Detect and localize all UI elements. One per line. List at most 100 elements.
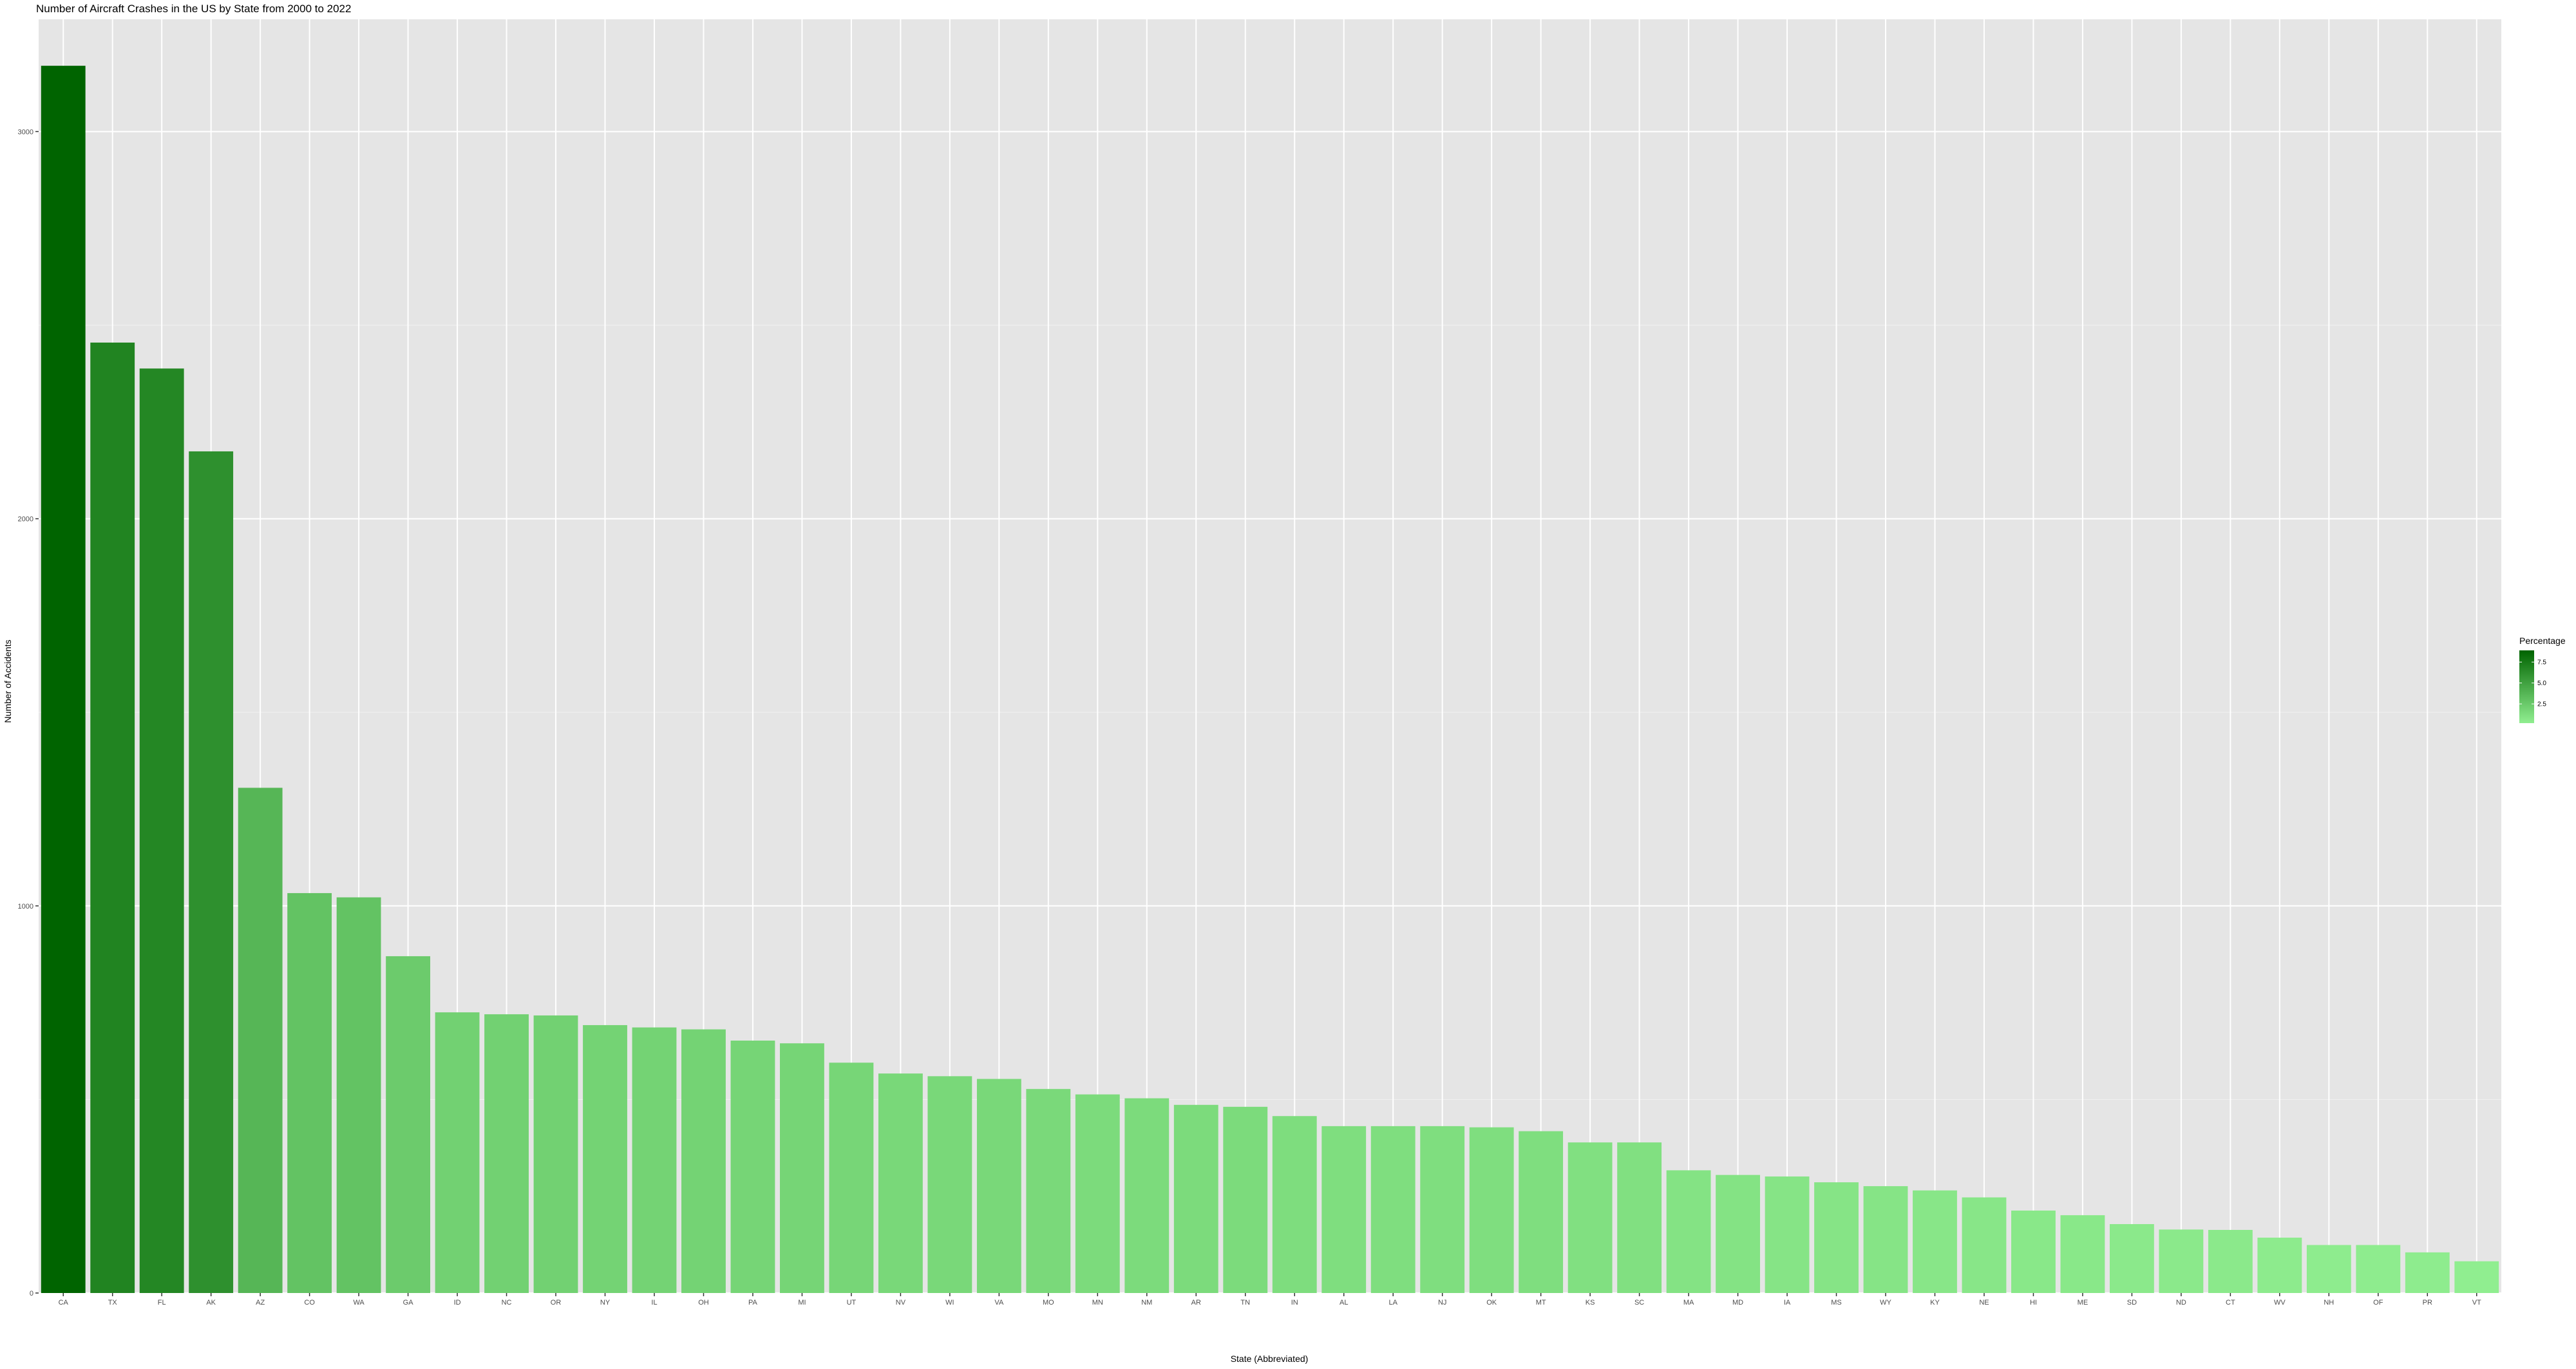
bar-al	[1321, 1126, 1367, 1293]
bar-nj	[1420, 1126, 1465, 1293]
x-tick-label-nc: NC	[502, 1299, 512, 1307]
y-tick-label: 0	[30, 1290, 33, 1298]
bar-va	[976, 1079, 1021, 1293]
bar-mt	[1519, 1131, 1564, 1293]
x-tick-label-wi: WI	[945, 1299, 954, 1307]
x-tick-label-ks: KS	[1586, 1299, 1595, 1307]
x-tick-label-of: OF	[2373, 1299, 2383, 1307]
x-tick-label-ok: OK	[1486, 1299, 1497, 1307]
bar-wv	[2257, 1238, 2302, 1293]
bar-ak	[189, 451, 234, 1294]
bar-tn	[1223, 1106, 1268, 1293]
bar-sd	[2109, 1223, 2154, 1293]
x-tick-label-mi: MI	[798, 1299, 806, 1307]
x-tick-label-nh: NH	[2324, 1299, 2334, 1307]
bar-il	[632, 1027, 677, 1293]
x-tick-label-ny: NY	[600, 1299, 611, 1307]
x-tick-label-ky: KY	[1930, 1299, 1940, 1307]
x-tick-label-ak: AK	[206, 1299, 216, 1307]
legend-title: Percentage	[2519, 636, 2566, 646]
bar-in	[1272, 1116, 1317, 1293]
bar-ga	[386, 956, 431, 1293]
bar-nh	[2306, 1245, 2351, 1293]
bar-mo	[1026, 1089, 1071, 1293]
bar-nv	[878, 1073, 923, 1293]
bar-oh	[681, 1029, 726, 1293]
x-tick-label-mo: MO	[1043, 1299, 1054, 1307]
x-tick-label-in: IN	[1291, 1299, 1298, 1307]
x-axis-title: State (Abbreviated)	[1231, 1354, 1309, 1364]
x-tick-label-ct: CT	[2226, 1299, 2235, 1307]
bar-nc	[484, 1014, 529, 1293]
y-tick-label: 2000	[18, 516, 33, 524]
bar-md	[1716, 1175, 1760, 1293]
x-tick-label-ma: MA	[1683, 1299, 1694, 1307]
x-tick-label-md: MD	[1732, 1299, 1743, 1307]
x-tick-label-tx: TX	[108, 1299, 118, 1307]
bar-ky	[1913, 1190, 1957, 1293]
x-tick-label-nm: NM	[1141, 1299, 1152, 1307]
bar-pa	[730, 1041, 775, 1293]
legend-colorbar	[2519, 650, 2534, 723]
x-tick-label-tn: TN	[1240, 1299, 1250, 1307]
bar-ca	[41, 66, 86, 1294]
bar-ct	[2208, 1230, 2253, 1293]
x-tick-label-nj: NJ	[1438, 1299, 1446, 1307]
x-tick-label-ia: IA	[1784, 1299, 1791, 1307]
x-tick-label-oh: OH	[698, 1299, 709, 1307]
bar-ms	[1814, 1182, 1859, 1293]
x-tick-label-al: AL	[1340, 1299, 1348, 1307]
bar-co	[287, 892, 332, 1293]
x-tick-label-ne: NE	[1979, 1299, 1989, 1307]
x-tick-label-nv: NV	[896, 1299, 906, 1307]
bar-nd	[2159, 1229, 2204, 1293]
bar-ks	[1567, 1142, 1613, 1293]
x-tick-label-wy: WY	[1880, 1299, 1891, 1307]
chart-title: Number of Aircraft Crashes in the US by …	[36, 3, 351, 15]
x-tick-label-fl: FL	[158, 1299, 166, 1307]
bar-ma	[1666, 1170, 1711, 1293]
bar-of	[2356, 1245, 2401, 1293]
bar-id	[435, 1012, 480, 1293]
x-tick-label-vt: VT	[2472, 1299, 2481, 1307]
x-tick-label-ca: CA	[59, 1299, 69, 1307]
bar-wa	[336, 897, 381, 1293]
x-tick-label-or: OR	[551, 1299, 562, 1307]
x-tick-label-co: CO	[304, 1299, 315, 1307]
x-tick-label-il: IL	[651, 1299, 657, 1307]
bar-ia	[1765, 1176, 1810, 1293]
bar-fl	[139, 368, 184, 1293]
x-tick-label-nd: ND	[2176, 1299, 2186, 1307]
legend-label: 2.5	[2537, 701, 2546, 708]
y-tick-label: 1000	[18, 903, 33, 911]
x-tick-label-la: LA	[1388, 1299, 1397, 1307]
bar-ny	[583, 1024, 627, 1293]
legend-label: 5.0	[2537, 680, 2546, 687]
bar-hi	[2011, 1210, 2056, 1293]
bar-wy	[1863, 1186, 1908, 1293]
bar-pr	[2405, 1252, 2450, 1293]
bar-wi	[927, 1076, 972, 1293]
x-tick-label-mt: MT	[1536, 1299, 1546, 1307]
bar-sc	[1617, 1142, 1662, 1293]
x-tick-label-sc: SC	[1634, 1299, 1644, 1307]
bar-vt	[2454, 1261, 2499, 1293]
x-tick-label-ar: AR	[1191, 1299, 1201, 1307]
x-tick-label-sd: SD	[2127, 1299, 2137, 1307]
bar-ok	[1469, 1127, 1514, 1293]
bar-ut	[829, 1062, 874, 1293]
y-tick-label: 3000	[18, 128, 33, 136]
legend-label: 7.5	[2537, 659, 2546, 666]
x-tick-label-wa: WA	[353, 1299, 365, 1307]
x-tick-label-ut: UT	[847, 1299, 857, 1307]
bar-tx	[90, 343, 135, 1294]
bar-nm	[1124, 1098, 1170, 1293]
bar-mn	[1075, 1094, 1120, 1293]
x-tick-label-az: AZ	[256, 1299, 265, 1307]
bar-ne	[1962, 1197, 2007, 1293]
y-axis-title: Number of Accidents	[3, 639, 13, 722]
bar-az	[238, 788, 283, 1293]
bar-la	[1370, 1126, 1416, 1293]
bar-mi	[780, 1043, 824, 1293]
